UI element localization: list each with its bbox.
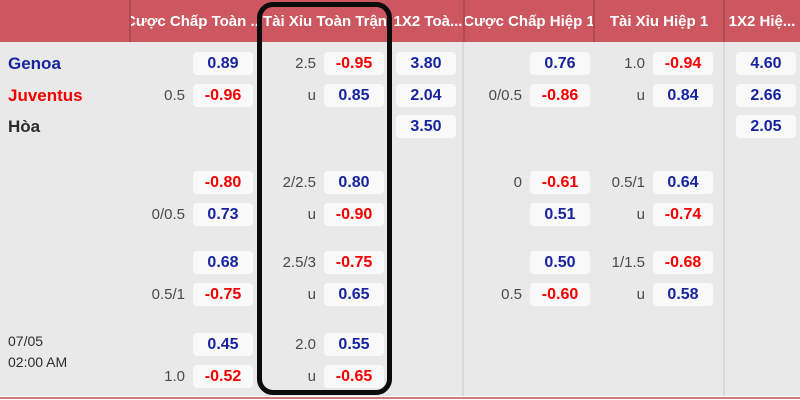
odds-button-over-h1[interactable]: -0.94	[653, 52, 713, 75]
handicap-line: 0/0.5	[488, 87, 522, 104]
odds-button[interactable]: 0.65	[324, 283, 384, 306]
handicap-line: 2.5	[295, 55, 316, 72]
handicap-line: 0.5/1	[611, 174, 645, 191]
odds-button[interactable]: 0.50	[530, 251, 590, 274]
odds-row: 0.68 2.5/3 -0.75 0.50 1/1.5 -0.68	[0, 251, 800, 274]
under-label: u	[307, 286, 316, 303]
home-team-label: Genoa	[8, 53, 61, 73]
odds-row-draw: 3.50 2.05	[0, 115, 800, 138]
column-header-handicap-fulltime: Cược Chấp Toàn ...	[130, 12, 258, 30]
header-separator	[463, 0, 465, 42]
under-label: u	[636, 286, 645, 303]
away-team-label: Juventus	[8, 85, 83, 105]
odds-button[interactable]: 0.45	[193, 333, 253, 356]
handicap-line: 0	[513, 174, 522, 191]
odds-row-genoa: 0.89 2.5 -0.95 3.80 0.76 1.0 -0.94 4.60	[0, 52, 800, 75]
handicap-line: 1.0	[624, 55, 645, 72]
handicap-line: 0.5/1	[151, 286, 185, 303]
odds-row: -0.80 2/2.5 0.80 0 -0.61 0.5/1 0.64	[0, 171, 800, 194]
handicap-line: 0.5	[501, 286, 522, 303]
handicap-line: 0.5	[164, 87, 185, 104]
match-date: 07/05	[8, 333, 44, 349]
odds-button[interactable]: 0.64	[653, 171, 713, 194]
under-label: u	[307, 87, 316, 104]
odds-button[interactable]: -0.60	[530, 283, 590, 306]
match-time: 02:00 AM	[8, 354, 68, 370]
odds-button[interactable]: 0.68	[193, 251, 253, 274]
odds-button[interactable]: 0.58	[653, 283, 713, 306]
match-datetime: 07/05 02:00 AM	[8, 331, 67, 373]
odds-button[interactable]: -0.75	[193, 283, 253, 306]
odds-row: 0.5/1 -0.75 u 0.65 0.5 -0.60 u 0.58	[0, 283, 800, 306]
odds-button-handicap-h1-home[interactable]: 0.76	[530, 52, 590, 75]
odds-button-1x2-ft-home[interactable]: 3.80	[396, 52, 456, 75]
under-label: u	[307, 206, 316, 223]
odds-button-1x2-ft-draw[interactable]: 3.50	[396, 115, 456, 138]
column-header-1x2-half1: 1X2 Hiệ...	[728, 12, 796, 30]
odds-button-under-h1[interactable]: 0.84	[653, 84, 713, 107]
odds-row: 1.0 -0.52 u -0.65	[0, 365, 800, 388]
handicap-line: 1.0	[164, 368, 185, 385]
header-separator	[593, 0, 595, 42]
handicap-line: 1/1.5	[611, 254, 645, 271]
handicap-line: 0/0.5	[151, 206, 185, 223]
under-label: u	[636, 87, 645, 104]
odds-button-over-ft[interactable]: -0.95	[324, 52, 384, 75]
column-divider	[723, 42, 725, 397]
odds-button-1x2-h1-home[interactable]: 4.60	[736, 52, 796, 75]
odds-button[interactable]: -0.75	[324, 251, 384, 274]
odds-row: 0.45 2.0 0.55	[0, 333, 800, 356]
column-header-handicap-half1: Cược Chấp Hiệp 1	[464, 12, 594, 30]
odds-button[interactable]: -0.65	[324, 365, 384, 388]
handicap-line: 2/2.5	[282, 174, 316, 191]
odds-button[interactable]: -0.80	[193, 171, 253, 194]
odds-button[interactable]: -0.52	[193, 365, 253, 388]
column-header-overunder-fulltime: Tài Xỉu Toàn Trận	[263, 12, 387, 30]
odds-button[interactable]: -0.90	[324, 203, 384, 226]
header-bar: Cược Chấp Toàn ... Tài Xỉu Toàn Trận 1X2…	[0, 0, 800, 42]
column-header-1x2-fulltime: 1X2 Toà...	[393, 12, 463, 30]
odds-button[interactable]: 0.80	[324, 171, 384, 194]
under-label: u	[307, 368, 316, 385]
under-label: u	[636, 206, 645, 223]
odds-button[interactable]: -0.74	[653, 203, 713, 226]
handicap-line: 2.5/3	[282, 254, 316, 271]
odds-button[interactable]: -0.68	[653, 251, 713, 274]
column-divider	[462, 42, 464, 397]
odds-button[interactable]: 0.51	[530, 203, 590, 226]
odds-button-handicap-h1-away[interactable]: -0.86	[530, 84, 590, 107]
odds-button-1x2-h1-draw[interactable]: 2.05	[736, 115, 796, 138]
odds-button-1x2-ft-away[interactable]: 2.04	[396, 84, 456, 107]
odds-row: 0/0.5 0.73 u -0.90 0.51 u -0.74	[0, 203, 800, 226]
odds-row-juventus: 0.5 -0.96 u 0.85 2.04 0/0.5 -0.86 u 0.84 2.6…	[0, 84, 800, 107]
handicap-line: 2.0	[295, 336, 316, 353]
column-header-overunder-half1: Tài Xỉu Hiệp 1	[609, 12, 709, 30]
odds-button-under-ft[interactable]: 0.85	[324, 84, 384, 107]
odds-button-1x2-h1-away[interactable]: 2.66	[736, 84, 796, 107]
draw-label: Hòa	[8, 116, 41, 136]
header-separator	[723, 0, 725, 42]
odds-button-handicap-ft-home[interactable]: 0.89	[193, 52, 253, 75]
odds-button[interactable]: 0.55	[324, 333, 384, 356]
bottom-border-line	[0, 397, 800, 399]
header-separator	[129, 0, 131, 42]
odds-button[interactable]: -0.61	[530, 171, 590, 194]
odds-button-handicap-ft-away[interactable]: -0.96	[193, 84, 253, 107]
odds-button[interactable]: 0.73	[193, 203, 253, 226]
